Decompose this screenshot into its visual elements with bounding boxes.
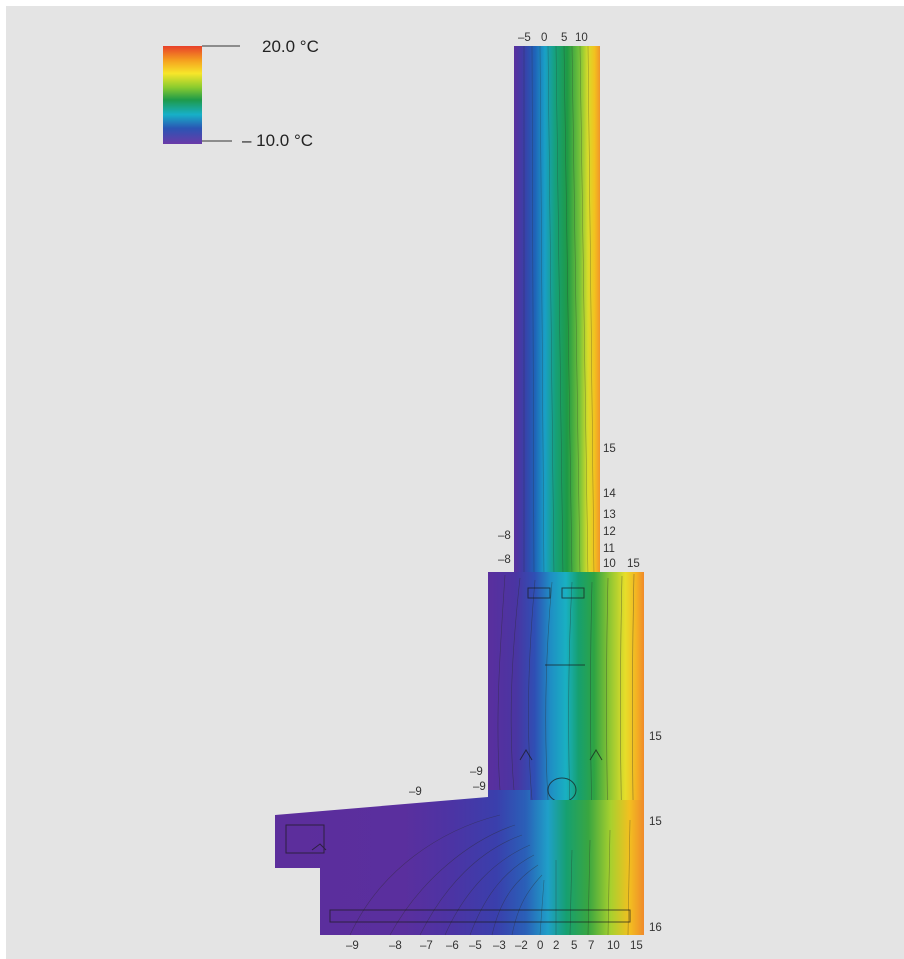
- bottom-label: 2: [553, 940, 559, 952]
- legend-min-label: – 10.0 °C: [242, 131, 313, 150]
- glazing-section: [514, 45, 600, 577]
- right-glazing-label: 13: [603, 509, 616, 521]
- right-frame-label: 15: [649, 816, 662, 828]
- top-label: 0: [541, 32, 547, 44]
- right-glazing-label: 12: [603, 526, 616, 538]
- right-glazing-label: 10: [603, 558, 616, 570]
- bottom-label: 7: [588, 940, 594, 952]
- sill-profile-outlines: [285, 824, 631, 923]
- sill-section: [275, 790, 644, 936]
- top-labels: –5 0 5 10: [518, 32, 588, 44]
- legend-color-bar: [163, 46, 202, 144]
- left-frame-labels: –8 –8: [498, 530, 511, 566]
- legend-max-label: 20.0 °C: [262, 37, 319, 56]
- sill-body: [275, 790, 644, 935]
- sill-labels: –9 –9 –9: [409, 766, 486, 798]
- sill-label: –9: [470, 766, 483, 778]
- right-frame-label: 15: [627, 558, 640, 570]
- left-frame-label: –8: [498, 530, 511, 542]
- bottom-label: –8: [389, 940, 402, 952]
- top-label: 10: [575, 32, 588, 44]
- sill-label: –9: [409, 786, 422, 798]
- bottom-label: –7: [420, 940, 433, 952]
- bottom-label: –3: [493, 940, 506, 952]
- sill-isotherms: [349, 814, 631, 936]
- bottom-label: –9: [346, 940, 359, 952]
- sill-label: –9: [473, 781, 486, 793]
- right-frame-label: 16: [649, 922, 662, 934]
- glazing-isotherms: [523, 45, 595, 577]
- bottom-label: –5: [469, 940, 482, 952]
- bottom-label: 0: [537, 940, 543, 952]
- bottom-label: –2: [515, 940, 528, 952]
- right-glazing-labels: 15 14 13 12 11 10: [603, 443, 616, 570]
- right-glazing-label: 15: [603, 443, 616, 455]
- glazing-body: [514, 46, 600, 576]
- bottom-label: 5: [571, 940, 577, 952]
- bottom-labels: –9 –8 –7 –6 –5 –3 –2 0 2 5 7 10 15: [346, 940, 643, 952]
- temperature-legend: 20.0 °C – 10.0 °C: [163, 37, 319, 150]
- bottom-label: 10: [607, 940, 620, 952]
- top-label: –5: [518, 32, 531, 44]
- right-glazing-label: 11: [603, 543, 615, 555]
- right-frame-label: 15: [649, 731, 662, 743]
- right-glazing-label: 14: [603, 488, 616, 500]
- left-frame-label: –8: [498, 554, 511, 566]
- right-frame-labels: 15 15 15 16: [627, 558, 662, 934]
- top-label: 5: [561, 32, 567, 44]
- bottom-label: 15: [630, 940, 643, 952]
- bottom-label: –6: [446, 940, 459, 952]
